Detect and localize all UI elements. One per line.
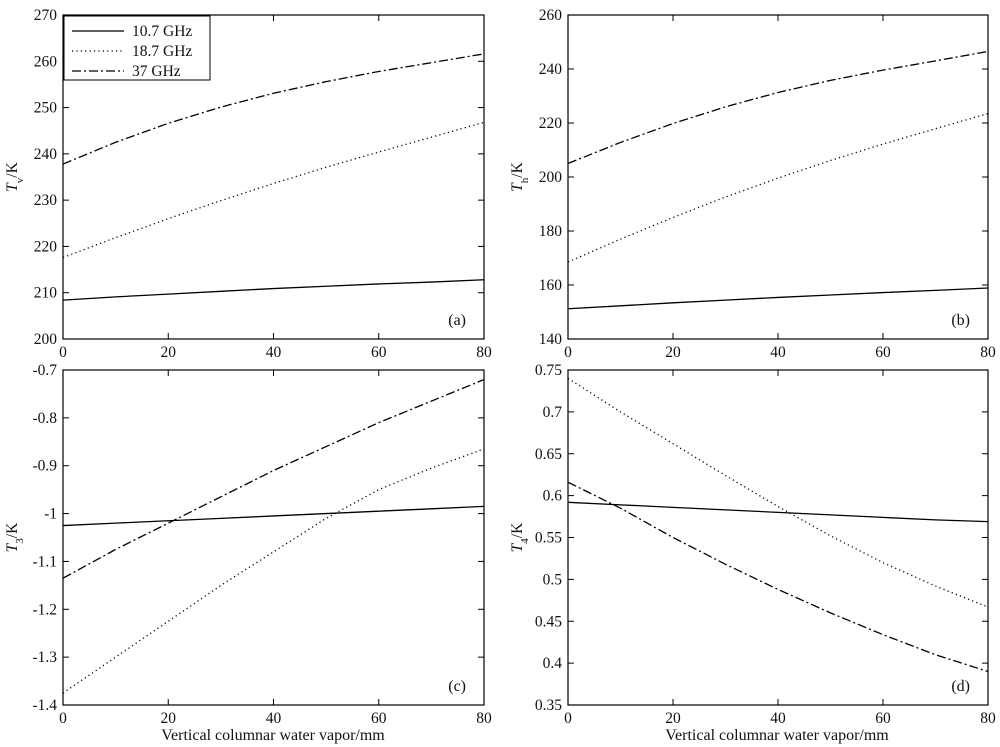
x-tick-label: 80 xyxy=(476,344,492,361)
series-line xyxy=(62,53,485,165)
y-tick-label: -1.2 xyxy=(32,601,57,618)
y-axis-label: Tv/K xyxy=(4,161,26,191)
plot-frame xyxy=(567,369,989,706)
y-axis-label-unit: /K xyxy=(4,161,21,177)
y-axis-label-subscript: v xyxy=(14,177,26,183)
y-axis-label-symbol: T xyxy=(4,182,21,192)
panel-label: (a) xyxy=(448,312,466,329)
x-tick-label: 20 xyxy=(665,344,681,361)
series-line xyxy=(567,50,989,165)
y-tick-label: 200 xyxy=(34,331,58,348)
panel-1: 0 20 40 60 80 200 210 220 230 240 250 260 270 Tv/K (a) xyxy=(4,7,492,361)
y-tick-label: 0.65 xyxy=(535,446,562,463)
x-tick-label: 80 xyxy=(980,710,996,727)
x-tick-label: 0 xyxy=(59,344,67,361)
y-tick-label: -1 xyxy=(44,506,57,523)
y-tick-label: 0.4 xyxy=(543,655,563,672)
series-line xyxy=(62,279,485,301)
y-tick-label: 260 xyxy=(34,53,58,70)
y-tick-label: -0.7 xyxy=(32,362,57,379)
y-tick-label: 230 xyxy=(34,192,58,209)
y-tick-label: 220 xyxy=(34,238,58,255)
x-tick-label: 60 xyxy=(875,344,891,361)
series-line xyxy=(62,505,485,527)
plot-frame xyxy=(62,369,485,706)
panel-4: 0 20 40 60 80 0.35 0.4 0.45 0.5 0.55 0.6 0.65 0.7 0.7… xyxy=(509,362,996,727)
y-tick-label: 240 xyxy=(539,61,563,78)
x-tick-label: 20 xyxy=(161,710,177,727)
y-axis-label-unit: /K xyxy=(4,522,21,538)
y-tick-label: 260 xyxy=(539,7,563,24)
series-line xyxy=(62,121,485,259)
y-tick-label: -0.8 xyxy=(32,410,57,427)
x-tick-label: 60 xyxy=(875,710,891,727)
x-tick-label: 0 xyxy=(564,710,572,727)
x-axis-label-left: Vertical columnar water vapor/mm xyxy=(161,727,385,744)
panels: 0 20 40 60 80200210220230240250260270Tv/K(a)… xyxy=(4,7,996,727)
x-tick-label: 40 xyxy=(770,344,786,361)
y-tick-label: 0.35 xyxy=(535,697,562,714)
x-tick-label: 60 xyxy=(371,710,387,727)
y-axis-label-subscript: 4 xyxy=(519,538,531,544)
series-line xyxy=(567,501,989,523)
x-tick-label: 40 xyxy=(266,710,282,727)
y-tick-label: 180 xyxy=(539,223,563,240)
y-axis-label-symbol: T xyxy=(4,542,21,552)
y-tick-label: 160 xyxy=(539,277,563,294)
y-tick-label: 220 xyxy=(539,115,563,132)
series-line xyxy=(567,112,989,263)
y-tick-label: 0.6 xyxy=(543,488,563,505)
panel-3: 0 20 40 60 80 -1.4 -1.3 -1.2 -1.1 -1 -0.9 -0.8 -0.7 T… xyxy=(4,362,492,727)
y-axis-label: T4/K xyxy=(509,522,531,552)
y-tick-label: -1.3 xyxy=(32,649,57,666)
x-tick-label: 40 xyxy=(770,710,786,727)
series-line xyxy=(567,377,989,608)
y-tick-label: 200 xyxy=(539,169,563,186)
panel-label: (b) xyxy=(951,312,970,329)
panel-label: (c) xyxy=(448,678,466,695)
y-tick-label: 0.75 xyxy=(535,362,562,379)
y-axis-label-unit: /K xyxy=(509,161,526,177)
y-tick-label: 0.55 xyxy=(535,530,562,547)
y-tick-label: -1.4 xyxy=(32,697,57,714)
y-axis-label-subscript: h xyxy=(519,177,531,183)
series-line xyxy=(62,448,485,694)
y-tick-label: 250 xyxy=(34,100,58,117)
y-tick-label: 0.45 xyxy=(535,613,562,630)
y-axis-label-symbol: T xyxy=(509,182,526,192)
y-tick-label: 0.5 xyxy=(543,571,563,588)
x-tick-label: 20 xyxy=(161,344,177,361)
y-axis-label: T3/K xyxy=(4,522,26,552)
series-line xyxy=(567,287,989,310)
legend-label: 18.7 GHz xyxy=(132,43,192,60)
x-tick-label: 0 xyxy=(59,710,67,727)
legend-label: 37 GHz xyxy=(132,63,181,80)
panel-2: 0 20 40 60 80 140 160 180 200 220 240 260 Th/K (b) xyxy=(509,7,996,361)
y-tick-label: -0.9 xyxy=(32,458,57,475)
panel-label: (d) xyxy=(951,678,970,695)
x-tick-label: 80 xyxy=(980,344,996,361)
y-axis-label-symbol: T xyxy=(509,542,526,552)
y-axis-label-unit: /K xyxy=(509,522,526,538)
x-axis-label-right: Vertical columnar water vapor/mm xyxy=(665,727,889,744)
legend-box xyxy=(63,15,211,81)
legend-label: 10.7 GHz xyxy=(132,23,192,40)
series-line xyxy=(567,481,989,673)
y-tick-label: 210 xyxy=(34,285,58,302)
series-line xyxy=(62,378,485,579)
x-tick-label: 80 xyxy=(476,710,492,727)
y-tick-label: 140 xyxy=(539,331,563,348)
y-tick-label: 0.7 xyxy=(543,404,563,421)
x-tick-label: 60 xyxy=(371,344,387,361)
x-tick-label: 20 xyxy=(665,710,681,727)
y-tick-label: 270 xyxy=(34,7,58,24)
x-tick-label: 0 xyxy=(564,344,572,361)
y-axis-label-subscript: 3 xyxy=(14,538,26,544)
legend: 10.7 GHz 18.7 GHz 37 GHz xyxy=(63,15,211,81)
y-axis-label: Th/K xyxy=(509,161,531,191)
x-tick-label: 40 xyxy=(266,344,282,361)
y-tick-label: 240 xyxy=(34,146,58,163)
y-tick-label: -1.1 xyxy=(32,553,57,570)
